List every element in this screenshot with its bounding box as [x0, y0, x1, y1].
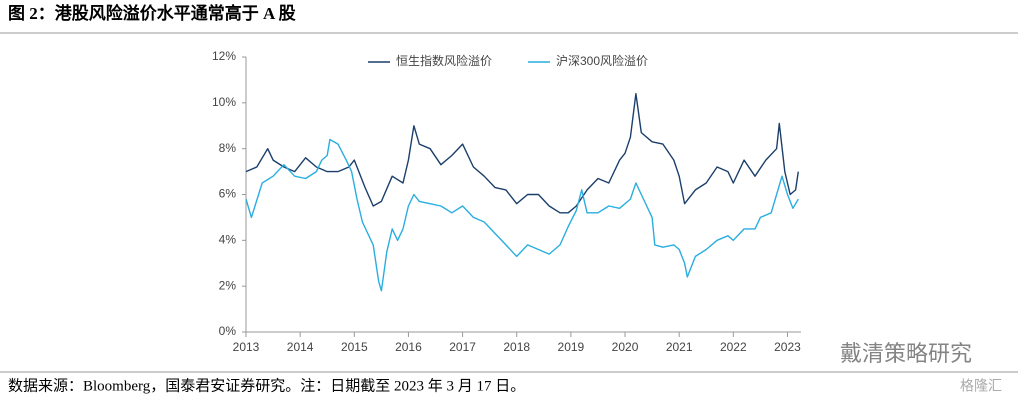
x-tick-label: 2020 — [612, 340, 639, 354]
legend-label: 恒生指数风险溢价 — [396, 53, 492, 68]
plot-area: 0% 2% 4% 6% 8% 10% 12% 2013 2014 2015 2016 2017 2018… — [212, 49, 801, 354]
x-tick-label: 2019 — [558, 340, 585, 354]
series-line — [245, 93, 799, 214]
x-tick-label: 2013 — [233, 340, 260, 354]
chart-title: 图 2：港股风险溢价水平通常高于 A 股 — [8, 3, 296, 23]
source-note: 数据来源：Bloomberg，国泰君安证券研究。注：日期截至 2023 年 3 … — [8, 377, 525, 394]
x-tick-label: 2015 — [341, 340, 368, 354]
x-tick-label: 2023 — [774, 340, 801, 354]
x-tick-label: 2014 — [287, 340, 314, 354]
y-tick-label: 0% — [219, 324, 237, 338]
y-tick-label: 6% — [219, 187, 237, 201]
y-tick-label: 12% — [212, 49, 236, 63]
watermark: 戴清策略研究 — [840, 341, 972, 366]
x-tick-label: 2022 — [720, 340, 747, 354]
series-line — [245, 138, 799, 292]
watermark: 格隆汇 — [960, 378, 1002, 394]
x-tick-label: 2016 — [395, 340, 422, 354]
x-tick-label: 2017 — [449, 340, 476, 354]
x-tick-label: 2018 — [503, 340, 530, 354]
y-tick-label: 2% — [219, 278, 237, 292]
legend-label: 沪深300风险溢价 — [556, 53, 648, 68]
y-tick-label: 4% — [219, 233, 237, 247]
y-tick-label: 10% — [212, 95, 236, 109]
x-tick-label: 2021 — [666, 340, 693, 354]
y-tick-label: 8% — [219, 141, 237, 155]
